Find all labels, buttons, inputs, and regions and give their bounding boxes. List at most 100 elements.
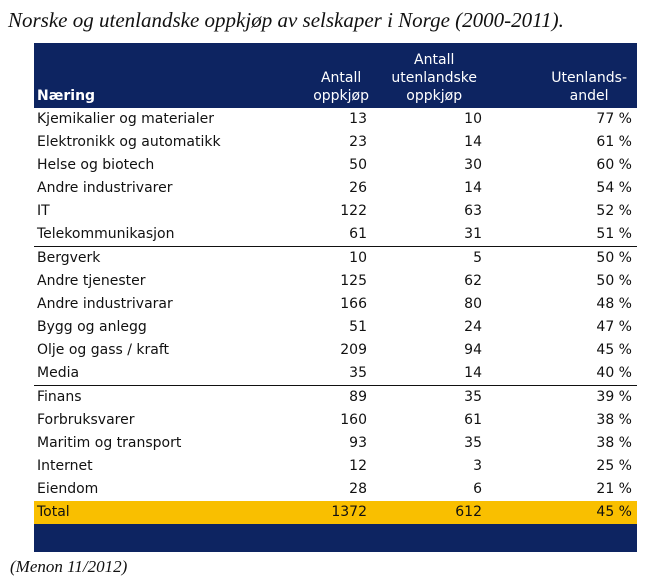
cell: 28 — [349, 481, 367, 497]
cell: Bygg og anlegg — [37, 319, 147, 335]
table-row: Andre tjenester 125 62 50 % — [34, 270, 637, 293]
table-title: Norske og utenlandske oppkjøp av selskap… — [8, 8, 564, 32]
header-line: utenlandske — [391, 70, 477, 86]
cell: 160 — [340, 412, 367, 428]
table-row: Eiendom 28 6 21 % — [34, 478, 637, 501]
table-header: Næring Antall oppkjøp Antall utenlandske op… — [34, 43, 637, 108]
table-row: IT 122 63 52 % — [34, 200, 637, 223]
table-row: Bergverk 10 5 50 % — [34, 247, 637, 270]
cell: 3 — [473, 458, 482, 474]
source-note: (Menon 11/2012) — [10, 557, 128, 576]
cell: Total — [37, 504, 70, 520]
cell: Media — [37, 365, 80, 381]
cell: 122 — [340, 203, 367, 219]
cell: 31 — [464, 226, 482, 242]
cell: 10 — [464, 111, 482, 127]
cell: 612 — [455, 504, 482, 520]
cell: 38 % — [596, 412, 632, 428]
cell: 38 % — [596, 435, 632, 451]
header-line: oppkjøp — [406, 88, 463, 104]
cell: 51 — [349, 319, 367, 335]
table-row: Internet 12 3 25 % — [34, 455, 637, 478]
cell: 24 — [464, 319, 482, 335]
cell: 39 % — [596, 389, 632, 405]
cell: 5 — [473, 250, 482, 266]
cell: Elektronikk og automatikk — [37, 134, 221, 150]
cell: 21 % — [596, 481, 632, 497]
header-line: Antall — [414, 52, 455, 68]
cell: 51 % — [596, 226, 632, 242]
cell: Helse og biotech — [37, 157, 155, 173]
table-row: Maritim og transport 93 35 38 % — [34, 432, 637, 455]
cell: 13 — [349, 111, 367, 127]
cell: 94 — [464, 342, 482, 358]
cell: 12 — [349, 458, 367, 474]
cell: 45 % — [596, 342, 632, 358]
table-row: Media 35 14 40 % — [34, 362, 637, 386]
cell: Olje og gass / kraft — [37, 342, 170, 358]
cell: 93 — [349, 435, 367, 451]
cell: 48 % — [596, 296, 632, 312]
header-utenlandsandel: Utenlands-andel — [551, 69, 627, 105]
cell: 47 % — [596, 319, 632, 335]
cell: 61 % — [596, 134, 632, 150]
cell: 45 % — [596, 504, 632, 520]
header-line: Utenlands- — [551, 70, 627, 86]
cell: 89 — [349, 389, 367, 405]
cell: Internet — [37, 458, 93, 474]
cell: 61 — [464, 412, 482, 428]
cell: Andre industrivarar — [37, 296, 173, 312]
cell: 14 — [464, 134, 482, 150]
cell: 50 — [349, 157, 367, 173]
cell: 14 — [464, 180, 482, 196]
cell: 77 % — [596, 111, 632, 127]
table-row: Helse og biotech 50 30 60 % — [34, 154, 637, 177]
cell: 30 — [464, 157, 482, 173]
table-row: Andre industrivarer 26 14 54 % — [34, 177, 637, 200]
acquisitions-table: Næring Antall oppkjøp Antall utenlandske op… — [34, 43, 637, 552]
cell: 80 — [464, 296, 482, 312]
cell: Forbruksvarer — [37, 412, 135, 428]
header-antall: Antall oppkjøp — [313, 69, 369, 105]
cell: 166 — [340, 296, 367, 312]
cell: Bergverk — [37, 250, 101, 266]
cell: Eiendom — [37, 481, 99, 497]
cell: 60 % — [596, 157, 632, 173]
table-row: Andre industrivarar 166 80 48 % — [34, 293, 637, 316]
header-naering: Næring — [37, 88, 96, 104]
cell: 10 — [349, 250, 367, 266]
cell: 50 % — [596, 273, 632, 289]
cell: IT — [37, 203, 50, 219]
cell: Kjemikalier og materialer — [37, 111, 214, 127]
table-row: Elektronikk og automatikk 23 14 61 % — [34, 131, 637, 154]
cell: 14 — [464, 365, 482, 381]
header-line: oppkjøp — [313, 88, 369, 104]
cell: 35 — [464, 435, 482, 451]
cell: 23 — [349, 134, 367, 150]
header-line: andel — [569, 88, 609, 104]
cell: Maritim og transport — [37, 435, 182, 451]
cell: 25 % — [596, 458, 632, 474]
cell: Andre industrivarer — [37, 180, 173, 196]
cell: Finans — [37, 389, 82, 405]
table-body: Kjemikalier og materialer 13 10 77 % Elektro… — [34, 108, 637, 501]
table-row: Finans 89 35 39 % — [34, 386, 637, 409]
cell: 6 — [473, 481, 482, 497]
table-row: Olje og gass / kraft 209 94 45 % — [34, 339, 637, 362]
table-row: Telekommunikasjon 61 31 51 % — [34, 223, 637, 247]
table-row: Forbruksvarer 160 61 38 % — [34, 409, 637, 432]
cell: 209 — [340, 342, 367, 358]
cell: 1372 — [331, 504, 367, 520]
table-footer-band — [34, 524, 637, 552]
cell: Telekommunikasjon — [37, 226, 175, 242]
header-antall-utenlandske: Antall utenlandske oppkjøp — [391, 51, 477, 105]
cell: 54 % — [596, 180, 632, 196]
cell: 35 — [464, 389, 482, 405]
cell: 62 — [464, 273, 482, 289]
header-line: Antall — [320, 70, 362, 86]
cell: 52 % — [596, 203, 632, 219]
cell: 61 — [349, 226, 367, 242]
cell: 40 % — [596, 365, 632, 381]
table-row: Bygg og anlegg 51 24 47 % — [34, 316, 637, 339]
cell: 125 — [340, 273, 367, 289]
